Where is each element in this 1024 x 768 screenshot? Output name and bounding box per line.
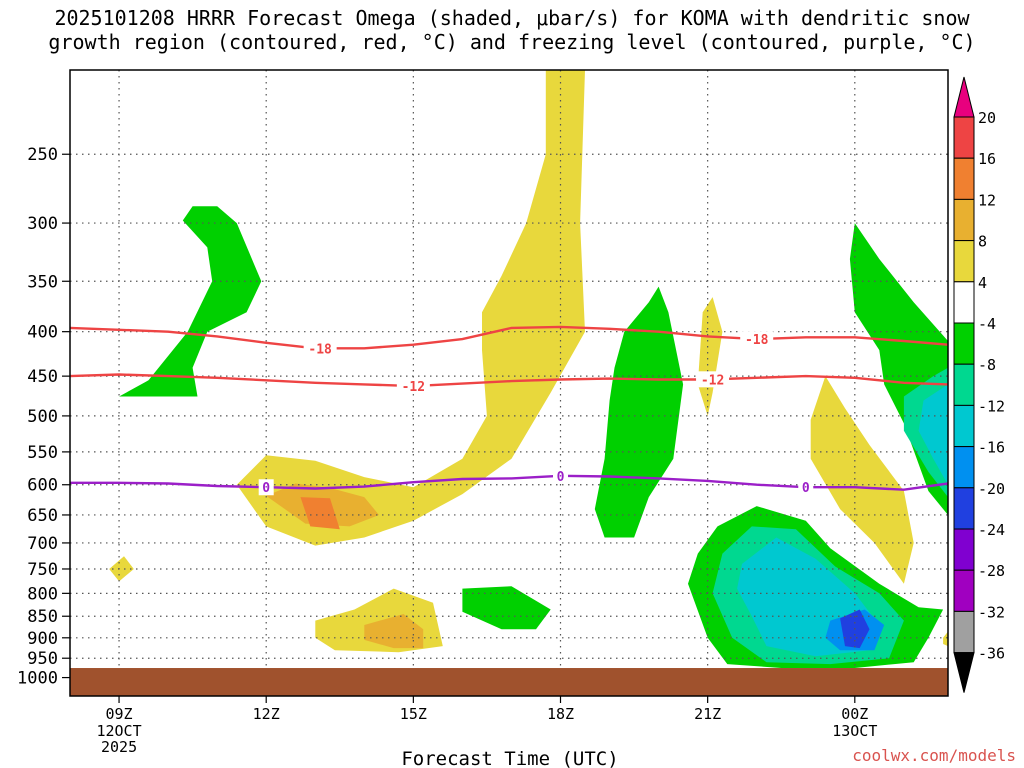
colorbar-bin-1 (953, 157, 975, 200)
contour-line-1 (70, 373, 948, 388)
contour-label-bg (798, 479, 814, 496)
xtick-label-09Z: 09Z (106, 705, 133, 723)
colorbar-bin-5 (953, 322, 975, 365)
colorbar-bin-11 (953, 569, 975, 612)
contour-label-1-0: -12 (402, 380, 425, 395)
colorbar-bin-8 (953, 446, 975, 489)
colorbar-bottom-arrow (953, 652, 975, 693)
colorbar-label-11: -28 (978, 562, 1005, 580)
colorbar-label-5: -4 (978, 315, 996, 333)
ytick-label-500: 500 (27, 407, 58, 427)
omega-region-2 (236, 70, 586, 546)
colorbar-label-6: -8 (978, 356, 996, 374)
colorbar-label-7: -12 (978, 397, 1005, 415)
ytick-label-350: 350 (27, 272, 58, 292)
omega-region-10 (810, 376, 914, 584)
contour-label-bg (396, 378, 430, 395)
colorbar-label-1: 16 (978, 150, 996, 168)
omega-shading (109, 70, 948, 668)
colorbar-bin-0 (953, 116, 975, 159)
colorbar-bin-7 (953, 404, 975, 448)
frame-rect (69, 69, 949, 697)
ytick-label-950: 950 (27, 649, 58, 669)
xtick-label-18Z: 18Z (547, 705, 574, 723)
plot-frame (69, 69, 949, 697)
colorbar-label-4: 4 (978, 274, 987, 292)
colorbar-top-arrow (953, 76, 975, 118)
xtick-sub-09Z-0: 12OCT (96, 722, 141, 740)
ground-layer (70, 668, 948, 696)
pressure-axis: 2503003504004505005506006507007508008509… (17, 145, 70, 689)
contour-line-0 (70, 325, 948, 350)
omega-region-18 (918, 384, 948, 485)
contour-label-bg (553, 467, 569, 484)
ytick-label-300: 300 (27, 214, 58, 234)
colorbar-bin-3 (953, 240, 975, 283)
contour-label-bg (303, 340, 337, 357)
contour-label-2-1: 0 (557, 470, 565, 485)
temperature-contours: -18 -18 -12 -12 0 0 0 (70, 325, 948, 496)
colorbar-label-3: 8 (978, 233, 987, 251)
colorbar: 20 16 12 8 4 -4 -8 -12 -16 -20 -24 -28 -32 -36 (953, 76, 1005, 693)
xtick-sub-00Z-0: 13OCT (832, 722, 877, 740)
omega-region-1 (109, 556, 134, 582)
ytick-label-250: 250 (27, 145, 58, 165)
credit-link[interactable]: coolwx.com/models (852, 746, 1016, 765)
ytick-label-400: 400 (27, 323, 58, 343)
colorbar-label-13: -36 (978, 645, 1005, 663)
colorbar-bin-9 (953, 487, 975, 530)
contour-label-2-0: 0 (262, 481, 270, 496)
colorbar-label-0: 20 (978, 109, 996, 127)
colorbar-bin-12 (953, 610, 975, 654)
omega-region-9 (697, 297, 723, 416)
colorbar-bin-10 (953, 528, 975, 571)
ytick-label-550: 550 (27, 443, 58, 463)
ytick-label-1000: 1000 (17, 669, 58, 689)
omega-region-0 (119, 206, 262, 397)
colorbar-label-10: -24 (978, 521, 1005, 539)
ground-fill (70, 668, 948, 696)
xtick-label-00Z: 00Z (841, 705, 868, 723)
ytick-label-450: 450 (27, 367, 58, 387)
contour-label-bg (696, 371, 730, 388)
omega-region-8 (594, 286, 684, 538)
xtick-label-15Z: 15Z (400, 705, 427, 723)
omega-region-19 (943, 631, 948, 647)
x-axis-label: Forecast Time (UTC) (401, 748, 618, 768)
ytick-label-750: 750 (27, 560, 58, 580)
colorbar-label-8: -16 (978, 439, 1005, 457)
contour-label-bg (258, 479, 274, 496)
xtick-sub-09Z-1: 2025 (101, 738, 137, 756)
contour-label-0-0: -18 (308, 342, 332, 357)
xtick-label-12Z: 12Z (253, 705, 280, 723)
contour-label-2-2: 0 (802, 481, 810, 496)
ytick-label-900: 900 (27, 629, 58, 649)
ytick-label-800: 800 (27, 584, 58, 604)
colorbar-bin-6 (953, 363, 975, 406)
colorbar-bin-2 (953, 198, 975, 242)
ytick-label-650: 650 (27, 506, 58, 526)
colorbar-label-2: 12 (978, 191, 996, 209)
contour-line-2 (70, 474, 948, 491)
contour-label-1-1: -12 (701, 373, 724, 388)
colorbar-label-12: -32 (978, 603, 1005, 621)
ytick-label-700: 700 (27, 534, 58, 554)
contour-label-bg (740, 331, 774, 348)
colorbar-bin-4 (953, 281, 975, 324)
ytick-label-850: 850 (27, 607, 58, 627)
gridlines (70, 70, 948, 696)
contour-label-0-1: -18 (745, 333, 769, 348)
xtick-label-21Z: 21Z (694, 705, 721, 723)
colorbar-label-9: -20 (978, 480, 1005, 498)
chart-title: 2025101208 HRRR Forecast Omega (shaded, … (48, 6, 976, 54)
omega-region-6 (364, 614, 424, 649)
omega-region-4 (300, 497, 340, 530)
ytick-label-600: 600 (27, 476, 58, 496)
omega-region-7 (462, 586, 551, 630)
